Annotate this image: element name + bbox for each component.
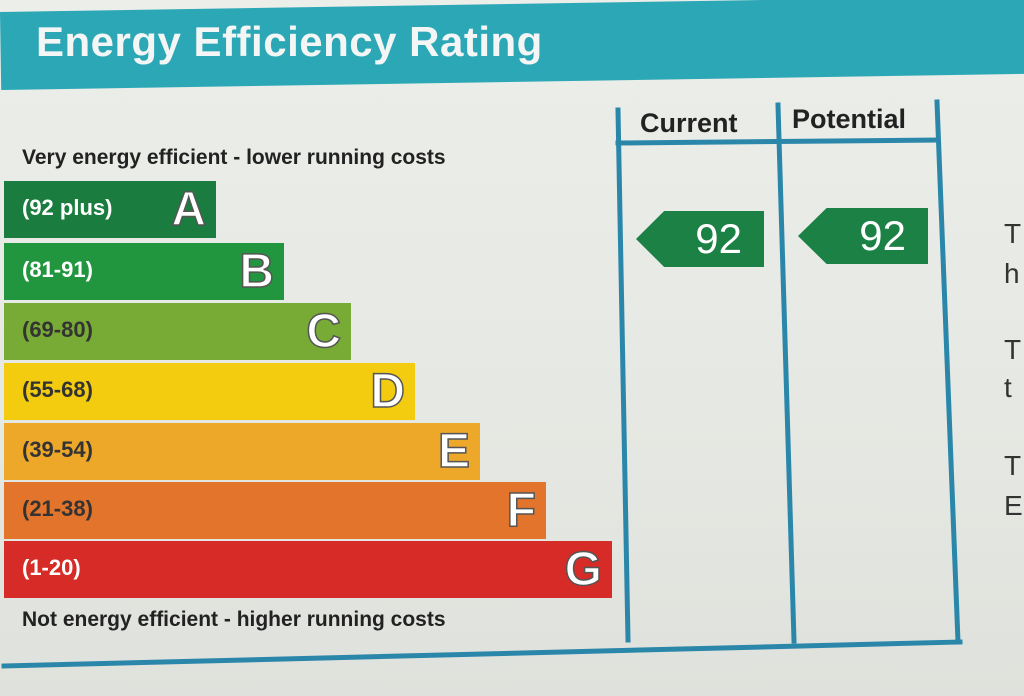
band-d: (55-68) D bbox=[4, 363, 415, 420]
current-rating-value: 92 bbox=[695, 215, 742, 262]
band-letter: G bbox=[564, 542, 603, 597]
cropped-letter: t bbox=[1004, 372, 1012, 403]
cropped-letter: E bbox=[1004, 490, 1023, 521]
frame-divider-left bbox=[615, 107, 631, 643]
band-range-label: (39-54) bbox=[22, 437, 93, 462]
current-column-header: Current bbox=[640, 108, 738, 138]
bottom-caption: Not energy efficient - higher running co… bbox=[22, 608, 446, 631]
frame-divider-right bbox=[934, 99, 961, 645]
band-c: (69-80) C bbox=[4, 303, 351, 360]
band-range-label: (55-68) bbox=[22, 377, 93, 402]
potential-column-header: Potential bbox=[792, 104, 907, 134]
band-range-label: (81-91) bbox=[22, 257, 93, 282]
band-range-label: (21-38) bbox=[22, 496, 93, 521]
potential-rating-value: 92 bbox=[859, 212, 906, 259]
band-e: (39-54) E bbox=[4, 423, 480, 480]
cropped-letter: T bbox=[1004, 450, 1022, 481]
band-a: (92 plus) A bbox=[4, 181, 216, 238]
cropped-letter: T bbox=[1004, 218, 1022, 249]
band-f: (21-38) F bbox=[4, 482, 546, 539]
band-letter: D bbox=[370, 364, 406, 419]
current-rating-arrow: 92 bbox=[636, 211, 764, 267]
band-letter: C bbox=[306, 304, 342, 359]
top-caption: Very energy efficient - lower running co… bbox=[22, 146, 446, 169]
band-range-label: (1-20) bbox=[22, 555, 81, 580]
band-range-label: (69-80) bbox=[22, 317, 93, 342]
band-letter: A bbox=[171, 182, 207, 237]
frame-bottom-rule bbox=[1, 639, 963, 669]
band-letter: F bbox=[506, 483, 537, 538]
band-range-label: (92 plus) bbox=[22, 195, 113, 220]
cropped-letter: T bbox=[1004, 334, 1022, 365]
band-g: (1-20) G bbox=[4, 541, 612, 598]
band-letter: B bbox=[239, 244, 275, 299]
frame-divider-middle bbox=[775, 102, 797, 644]
band-b: (81-91) B bbox=[4, 243, 284, 300]
potential-rating-arrow: 92 bbox=[798, 208, 928, 264]
band-letter: E bbox=[437, 424, 471, 479]
cropped-letter: h bbox=[1004, 258, 1020, 289]
page-title: Energy Efficiency Rating bbox=[36, 18, 543, 65]
